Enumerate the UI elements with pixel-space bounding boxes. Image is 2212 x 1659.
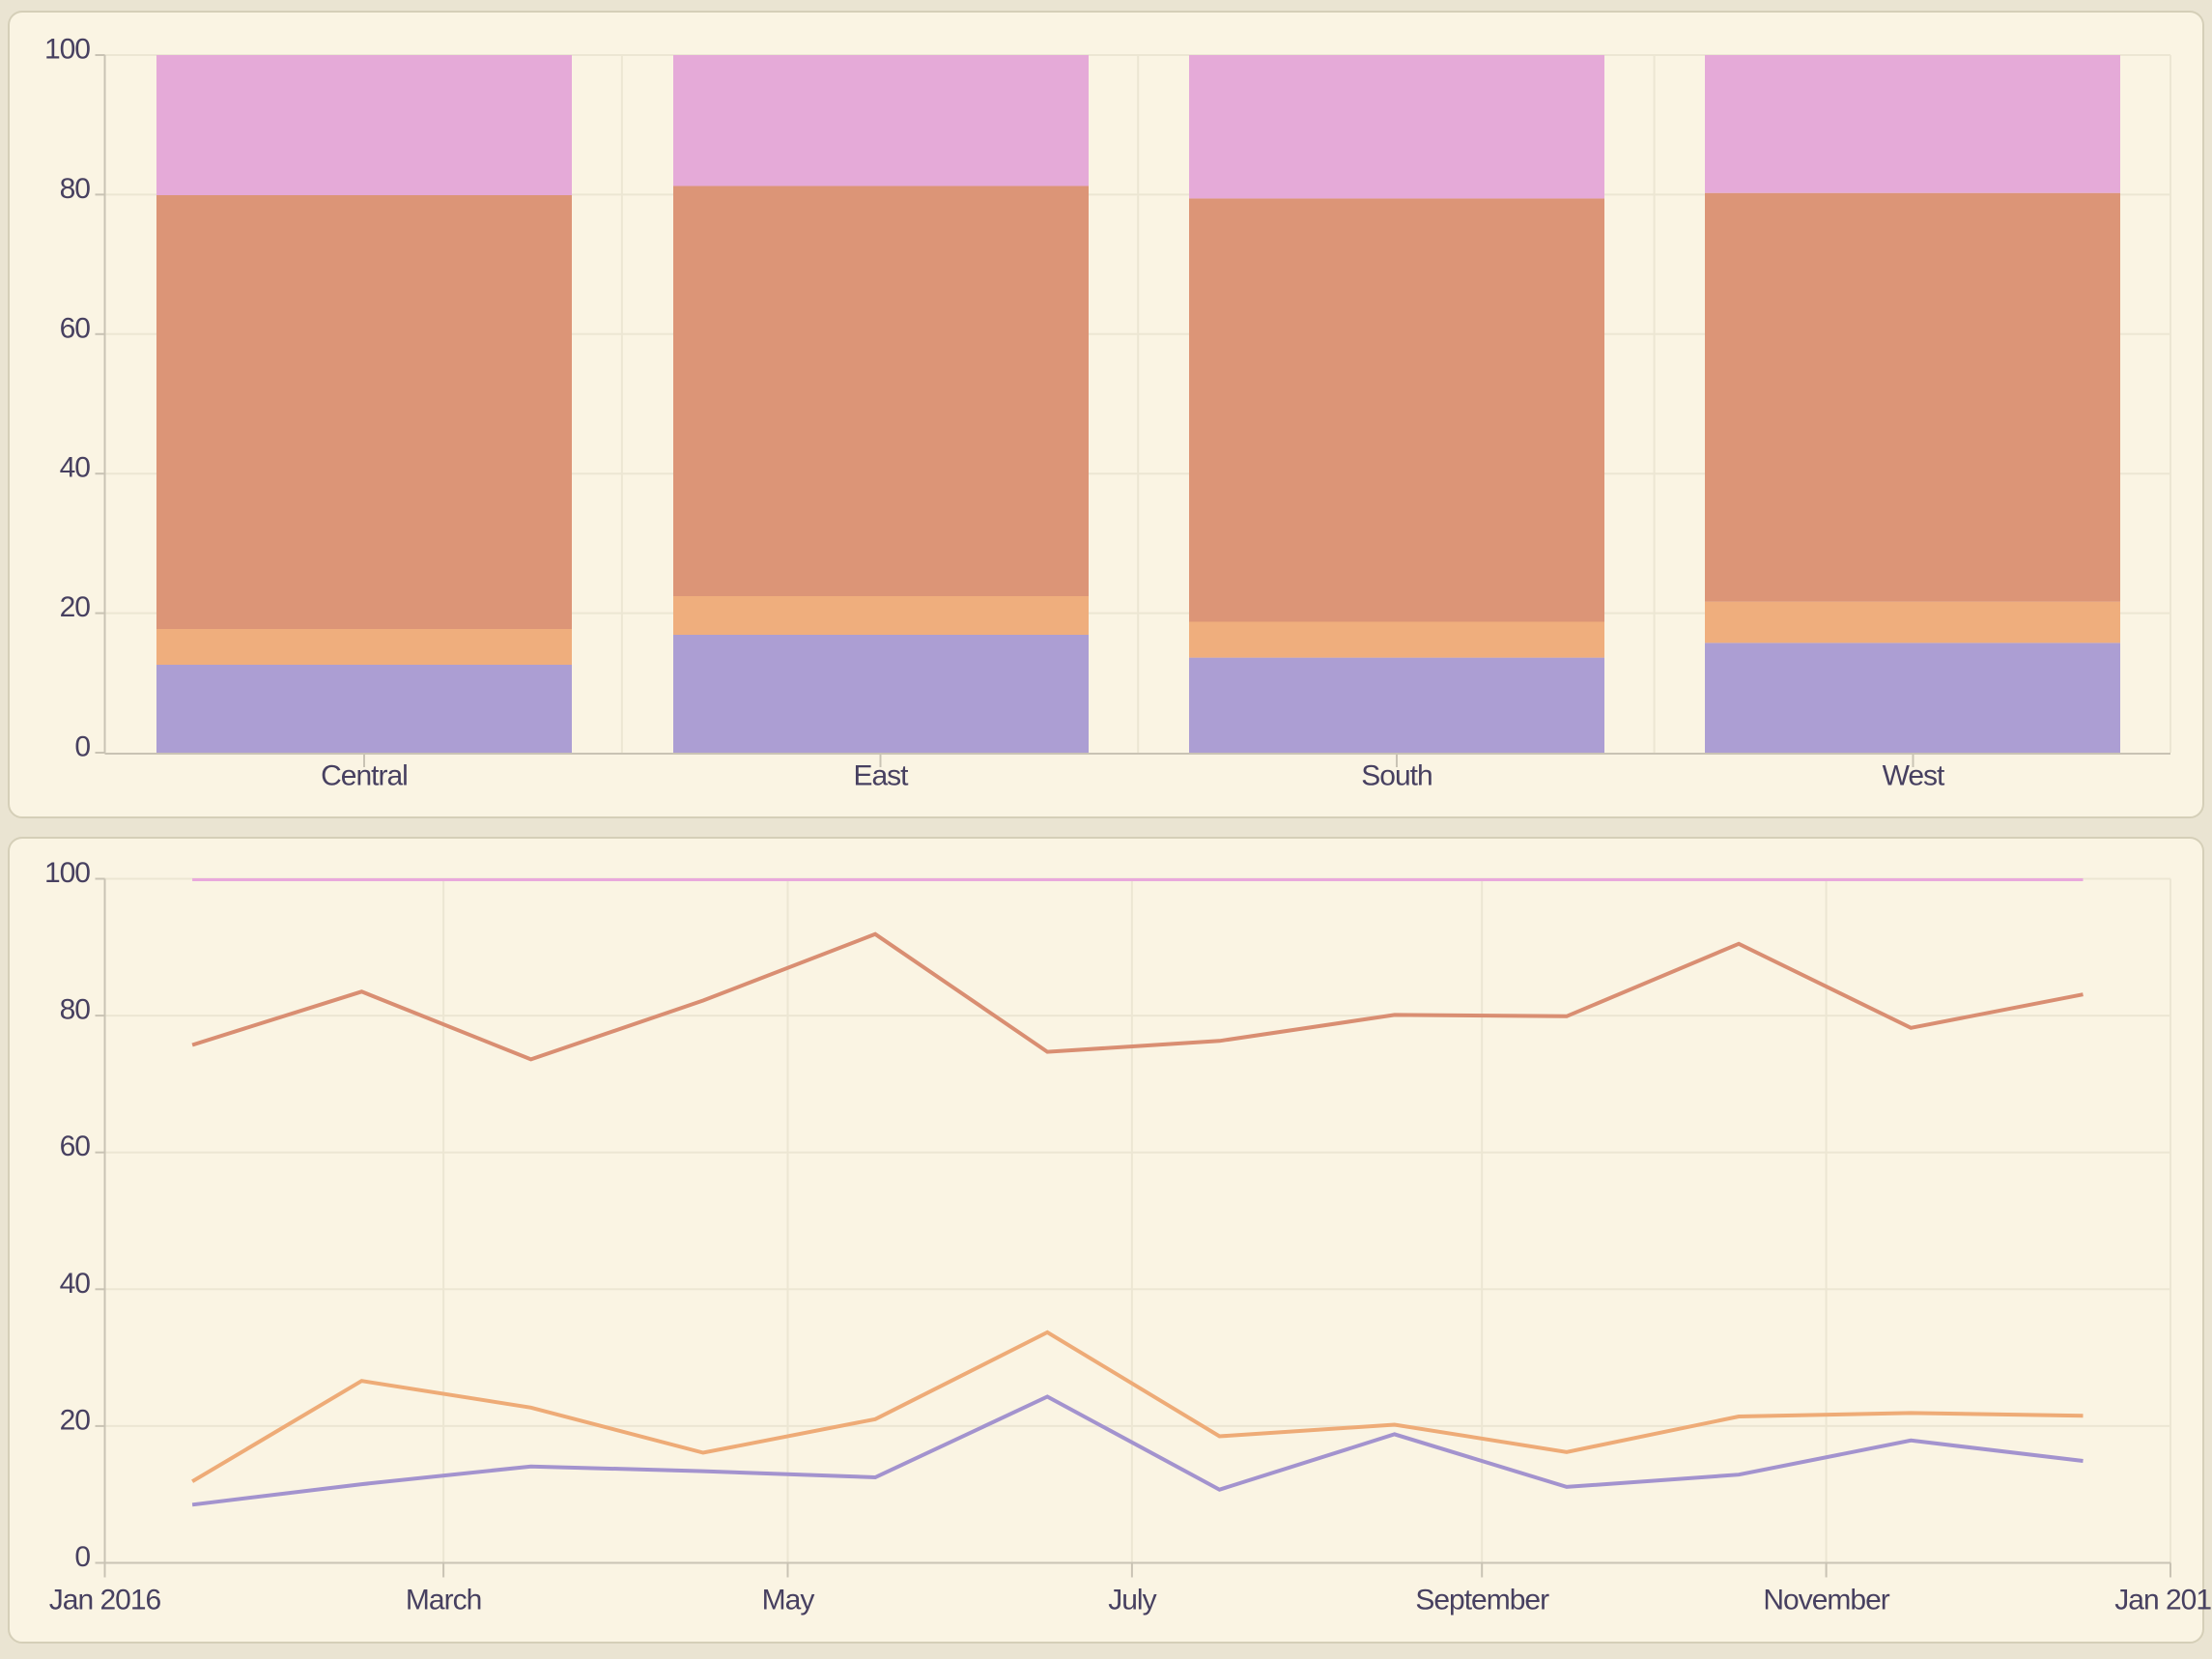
svg-text:100: 100 (44, 857, 90, 889)
svg-text:Jan 2016: Jan 2016 (49, 1585, 161, 1616)
svg-text:20: 20 (60, 591, 91, 623)
svg-text:East: East (853, 760, 909, 792)
svg-text:60: 60 (60, 1130, 91, 1162)
svg-text:80: 80 (60, 173, 91, 205)
svg-text:Central: Central (321, 760, 408, 792)
svg-text:40: 40 (60, 1268, 91, 1300)
svg-text:80: 80 (60, 994, 91, 1026)
svg-text:West: West (1883, 760, 1945, 792)
svg-text:0: 0 (74, 1541, 90, 1573)
svg-text:0: 0 (74, 731, 90, 763)
svg-text:May: May (762, 1585, 815, 1616)
svg-text:40: 40 (60, 452, 91, 484)
svg-text:March: March (406, 1585, 481, 1616)
svg-text:20: 20 (60, 1404, 91, 1436)
svg-text:South: South (1361, 760, 1432, 792)
svg-text:July: July (1108, 1585, 1156, 1616)
svg-text:September: September (1415, 1585, 1549, 1616)
svg-text:Jan 2017: Jan 2017 (2114, 1585, 2212, 1616)
svg-text:100: 100 (44, 34, 90, 66)
svg-text:60: 60 (60, 312, 91, 344)
svg-text:November: November (1763, 1585, 1889, 1616)
